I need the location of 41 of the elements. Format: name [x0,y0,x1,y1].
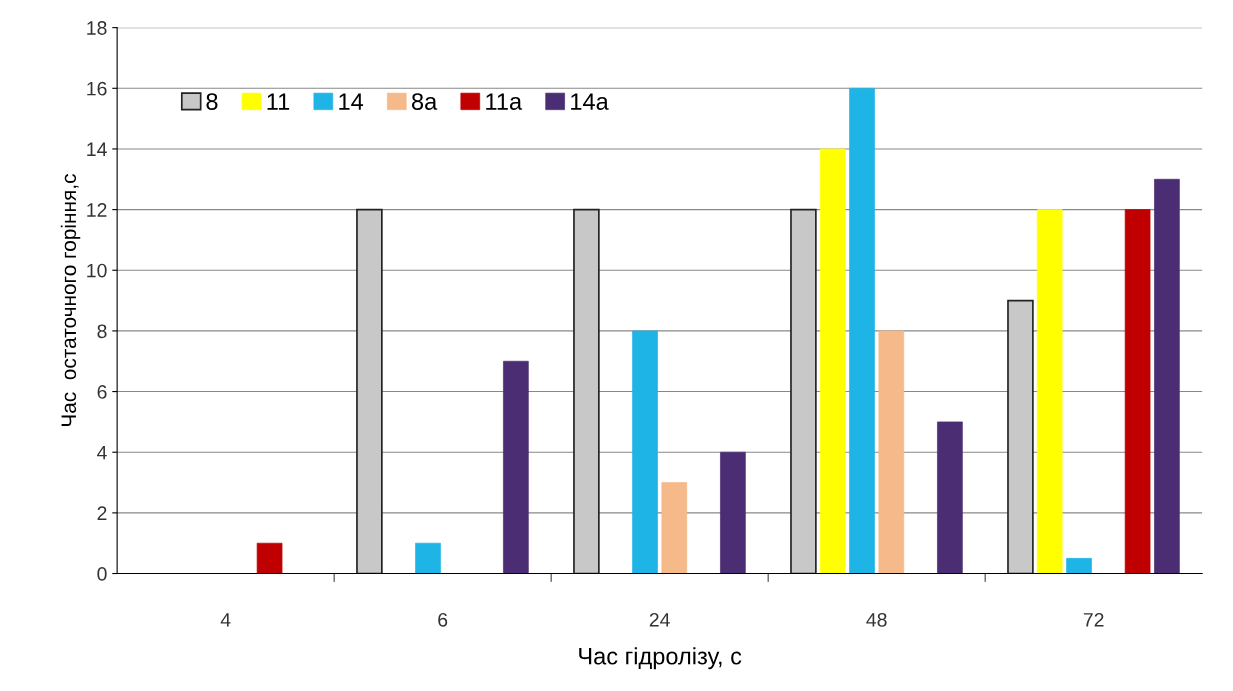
y-tick-label: 4 [97,445,107,460]
bar [356,208,383,574]
bar [573,208,600,574]
legend-label: 8 [206,93,218,110]
y-tick-label: 6 [97,385,107,399]
y-tick-label: 2 [97,506,107,520]
bar [1124,209,1151,574]
bar [1066,558,1092,574]
bar [878,330,905,574]
y-tick-label: 18 [87,21,107,35]
legend-label: 11 [267,93,290,110]
x-tick-label: 4 [220,613,231,627]
bar [819,148,846,574]
legend-label: 11a [486,93,523,110]
x-tick-label: 48 [866,612,887,627]
y-tick-label: 14 [87,142,107,156]
y-tick-label: 16 [87,81,107,96]
bar [1154,178,1180,574]
bar [720,451,746,574]
legend-label: 14 [339,93,364,110]
legend-label: 14a [571,93,609,110]
y-axis-title: Час остаточного горіння,с [60,174,81,427]
bar [256,542,283,574]
y-tick-label: 8 [97,324,107,339]
bar [632,330,658,574]
x-tick-label: 72 [1083,612,1104,627]
y-tick-label: 10 [87,263,107,278]
bar [1036,209,1063,574]
bar [503,360,529,574]
bar [1007,299,1034,574]
y-tick-label: 12 [87,203,107,217]
x-tick-label: 24 [649,612,670,627]
x-tick-label: 6 [438,612,448,627]
bar [661,482,688,574]
x-axis-title: Час гідролізу, с [579,647,742,670]
bar [849,87,875,574]
y-tick-label: 0 [97,567,107,581]
bar [415,542,441,574]
bar [937,421,963,574]
legend-label: 8a [412,93,438,110]
bar [790,208,817,574]
